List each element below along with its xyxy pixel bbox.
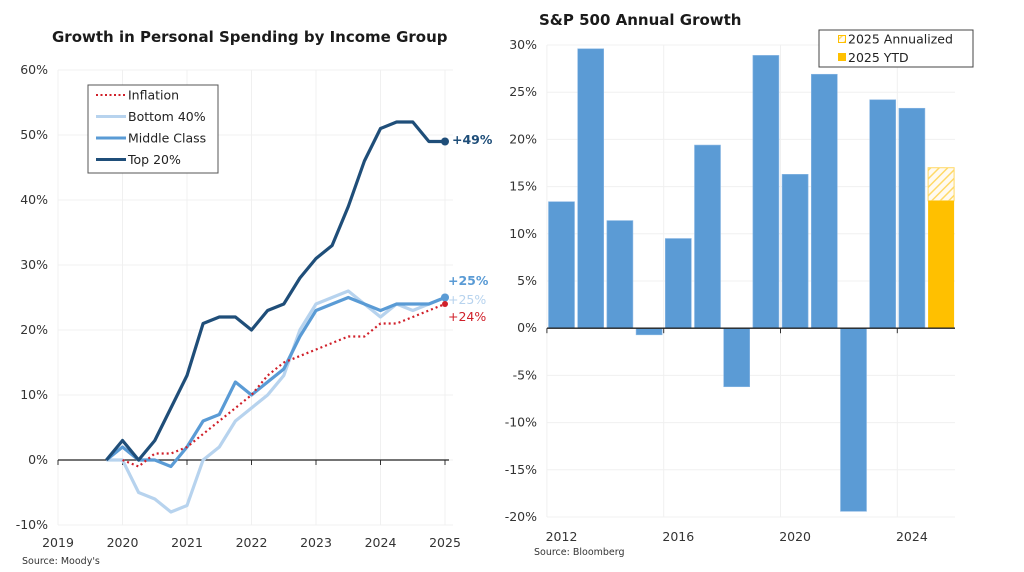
y-tick-label: 0% — [28, 452, 48, 467]
end-label-bottom-40-: +25% — [448, 292, 486, 307]
y-tick-label: -5% — [513, 367, 537, 382]
bar-2012 — [548, 201, 575, 329]
bar-2013 — [577, 48, 604, 329]
series-line-middle-class — [105, 295, 446, 469]
bar-2024 — [898, 107, 926, 329]
y-tick-label: -20% — [505, 509, 537, 524]
bar-2025-annualized — [927, 167, 955, 202]
y-tick-label: 5% — [517, 273, 537, 288]
y-tick-label: 50% — [20, 127, 48, 142]
bar-2021 — [810, 73, 838, 329]
y-tick-label: 20% — [20, 322, 48, 337]
y-tick-label: -10% — [16, 517, 48, 532]
x-tick-label: 2020 — [107, 535, 139, 550]
bar-2018 — [723, 327, 750, 388]
sp500-chart-panel: S&P 500 Annual Growth -20% -15% -10% -5% 0% 5… — [505, 0, 1024, 572]
sp500-chart-title: S&P 500 Annual Growth — [539, 11, 742, 29]
spending-chart-source: Source: Moody's — [22, 556, 100, 567]
y-tick-label: -15% — [505, 462, 537, 477]
bar-2015 — [635, 327, 663, 336]
y-tick-label: 30% — [20, 257, 48, 272]
y-tick-label: 10% — [509, 226, 537, 241]
x-tick-label: 2012 — [546, 529, 578, 544]
bar-2016 — [665, 238, 692, 329]
bar-2022 — [840, 327, 867, 512]
series-end-marker — [441, 293, 449, 302]
legend-swatch-annualized — [838, 35, 846, 43]
bar-2017 — [694, 144, 721, 329]
y-tick-label: 60% — [20, 62, 48, 77]
x-tick-label: 2024 — [896, 529, 928, 544]
bar-2023 — [869, 99, 897, 329]
bar-2019 — [752, 55, 780, 329]
legend: 2025 Annualized 2025 YTD — [818, 29, 974, 68]
end-label-top-20-: +49% — [452, 132, 493, 147]
legend-label: 2025 YTD — [848, 50, 909, 65]
spending-line-chart: -10% 0% 10% 20% 30% 40% 50% 60% 2019 2020 2021 2022… — [16, 62, 493, 550]
y-tick-label: 15% — [509, 179, 537, 194]
series-end-marker — [441, 137, 449, 146]
sp500-chart-source: Source: Bloomberg — [534, 547, 625, 558]
x-tick-label: 2023 — [300, 535, 332, 550]
bar-2014 — [606, 220, 634, 329]
spending-chart-panel: Growth in Personal Spending by Income Gr… — [16, 28, 493, 567]
legend-label: Inflation — [128, 88, 179, 103]
x-tick-label: 2020 — [779, 529, 811, 544]
series-line-top-20- — [105, 120, 445, 462]
sp500-bar-chart: -20% -15% -10% -5% 0% 5% 10% 15% 20% 25% 30% 2012 20… — [505, 29, 974, 544]
y-tick-label: -10% — [505, 415, 537, 430]
y-tick-label: 10% — [20, 387, 48, 402]
legend: Inflation Bottom 40% Middle Class Top 20% — [87, 84, 219, 174]
y-tick-label: 0% — [517, 320, 537, 335]
spending-chart-title: Growth in Personal Spending by Income Gr… — [52, 28, 448, 46]
legend-label: Top 20% — [127, 152, 181, 167]
end-label-middle-class: +25% — [448, 273, 489, 288]
series-line-bottom-40- — [106, 289, 446, 514]
x-tick-label: 2019 — [42, 535, 74, 550]
x-tick-label: 2022 — [236, 535, 268, 550]
y-tick-label: 25% — [509, 84, 537, 99]
end-label-inflation: +24% — [448, 309, 486, 324]
bar-2025-ytd — [928, 200, 955, 329]
series-end-marker — [442, 301, 448, 307]
bar-2020 — [781, 174, 809, 329]
y-tick-label: 30% — [509, 37, 537, 52]
legend-label: Bottom 40% — [128, 109, 206, 124]
x-tick-label: 2024 — [365, 535, 397, 550]
y-tick-label: 40% — [20, 192, 48, 207]
series-line-inflation — [122, 302, 446, 468]
y-tick-label: 20% — [509, 131, 537, 146]
x-tick-label: 2021 — [171, 535, 203, 550]
x-tick-label: 2025 — [429, 535, 461, 550]
legend-swatch-ytd — [838, 53, 846, 61]
legend-label: Middle Class — [128, 131, 206, 146]
x-tick-label: 2016 — [662, 529, 694, 544]
legend-label: 2025 Annualized — [848, 32, 953, 47]
